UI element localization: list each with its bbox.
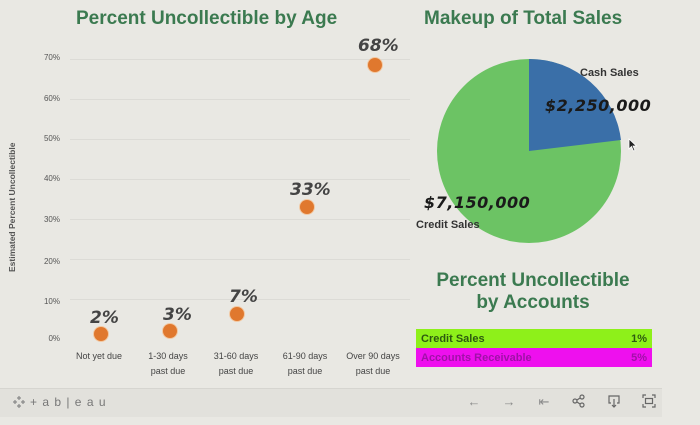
pie-chart (437, 58, 621, 243)
x-label-line2: past due (150, 366, 186, 376)
x-label-31-60: 31-60 days past due (201, 349, 271, 379)
tableau-logo-icon (13, 396, 25, 408)
gridline-70 (70, 59, 410, 60)
gridline-40 (70, 179, 410, 180)
accounts-title-line2: by Accounts (476, 292, 590, 313)
gridline-50 (70, 139, 410, 140)
redo-icon[interactable]: → (502, 394, 516, 409)
y-tick: 30% (43, 215, 60, 224)
data-point-61-90[interactable] (300, 200, 314, 214)
y-tick: 60% (43, 94, 60, 103)
x-label-line1: 61-90 days (282, 351, 328, 361)
gridline-30 (70, 219, 410, 220)
x-label-line1: 31-60 days (213, 351, 259, 361)
y-tick: 40% (43, 174, 60, 183)
mouse-cursor-icon (628, 138, 638, 152)
x-label-1-30: 1-30 days past due (133, 349, 203, 379)
tableau-logo[interactable]: + a b | e a u (12, 395, 107, 409)
y-tick: 10% (43, 297, 60, 306)
tableau-logo-text: + a b | e a u (30, 395, 107, 409)
x-label-line1: Over 90 days (346, 351, 400, 361)
data-label-31-60: 7% (229, 287, 258, 307)
age-chart-title: Percent Uncollectible by Age (76, 8, 338, 29)
y-axis-title: Estimated Percent Uncollectible (7, 142, 17, 272)
x-label-line2: past due (287, 366, 323, 376)
download-icon[interactable] (602, 394, 626, 411)
data-label-over-90: 68% (358, 36, 399, 56)
x-label-not-yet-due: Not yet due (64, 349, 134, 364)
gridline-10 (70, 299, 410, 300)
x-label-line2: past due (218, 366, 254, 376)
table-row-credit-sales[interactable]: Credit Sales 1% (416, 329, 652, 348)
data-label-not-yet-due: 2% (90, 308, 119, 328)
revert-icon[interactable]: ⇤ (538, 394, 550, 409)
row-label: Accounts Receivable (421, 351, 532, 364)
x-label-line1: 1-30 days (148, 351, 188, 361)
fullscreen-icon[interactable] (637, 394, 661, 411)
gridline-60 (70, 99, 410, 100)
gridline-20 (70, 259, 410, 260)
x-label-61-90: 61-90 days past due (270, 349, 340, 379)
row-value: 1% (631, 332, 647, 345)
cash-sales-value: $2,250,000 (545, 96, 652, 115)
share-icon[interactable] (567, 394, 591, 411)
tableau-toolbar: + a b | e a u ← → ⇤ (0, 388, 662, 417)
cash-sales-label: Cash Sales (580, 67, 639, 79)
x-label-line2: past due (355, 366, 391, 376)
pie-slice-cash-sales[interactable] (529, 58, 621, 151)
data-point-over-90[interactable] (368, 58, 382, 72)
y-tick: 0% (48, 334, 60, 343)
credit-sales-label: Credit Sales (416, 219, 480, 231)
y-tick: 50% (43, 134, 60, 143)
accounts-title-line1: Percent Uncollectible (436, 270, 630, 291)
accounts-table-title: Percent Uncollectible by Accounts (420, 270, 646, 314)
x-label-line1: Not yet due (75, 351, 123, 361)
accounts-table: Credit Sales 1% Accounts Receivable 5% (416, 329, 652, 367)
table-row-accounts-receivable[interactable]: Accounts Receivable 5% (416, 348, 652, 367)
data-label-61-90: 33% (290, 180, 331, 200)
credit-sales-value: $7,150,000 (424, 193, 531, 212)
data-point-not-yet-due[interactable] (94, 327, 108, 341)
row-value: 5% (631, 351, 647, 364)
data-label-1-30: 3% (163, 305, 192, 325)
data-point-31-60[interactable] (230, 307, 244, 321)
undo-icon[interactable]: ← (467, 394, 481, 409)
pie-chart-title: Makeup of Total Sales (424, 8, 623, 29)
x-label-over-90: Over 90 days past due (338, 349, 408, 379)
data-point-1-30[interactable] (163, 324, 177, 338)
toolbar-icons: ← → ⇤ (462, 394, 661, 411)
y-tick: 70% (43, 53, 60, 62)
row-label: Credit Sales (421, 332, 485, 345)
y-tick: 20% (43, 257, 60, 266)
